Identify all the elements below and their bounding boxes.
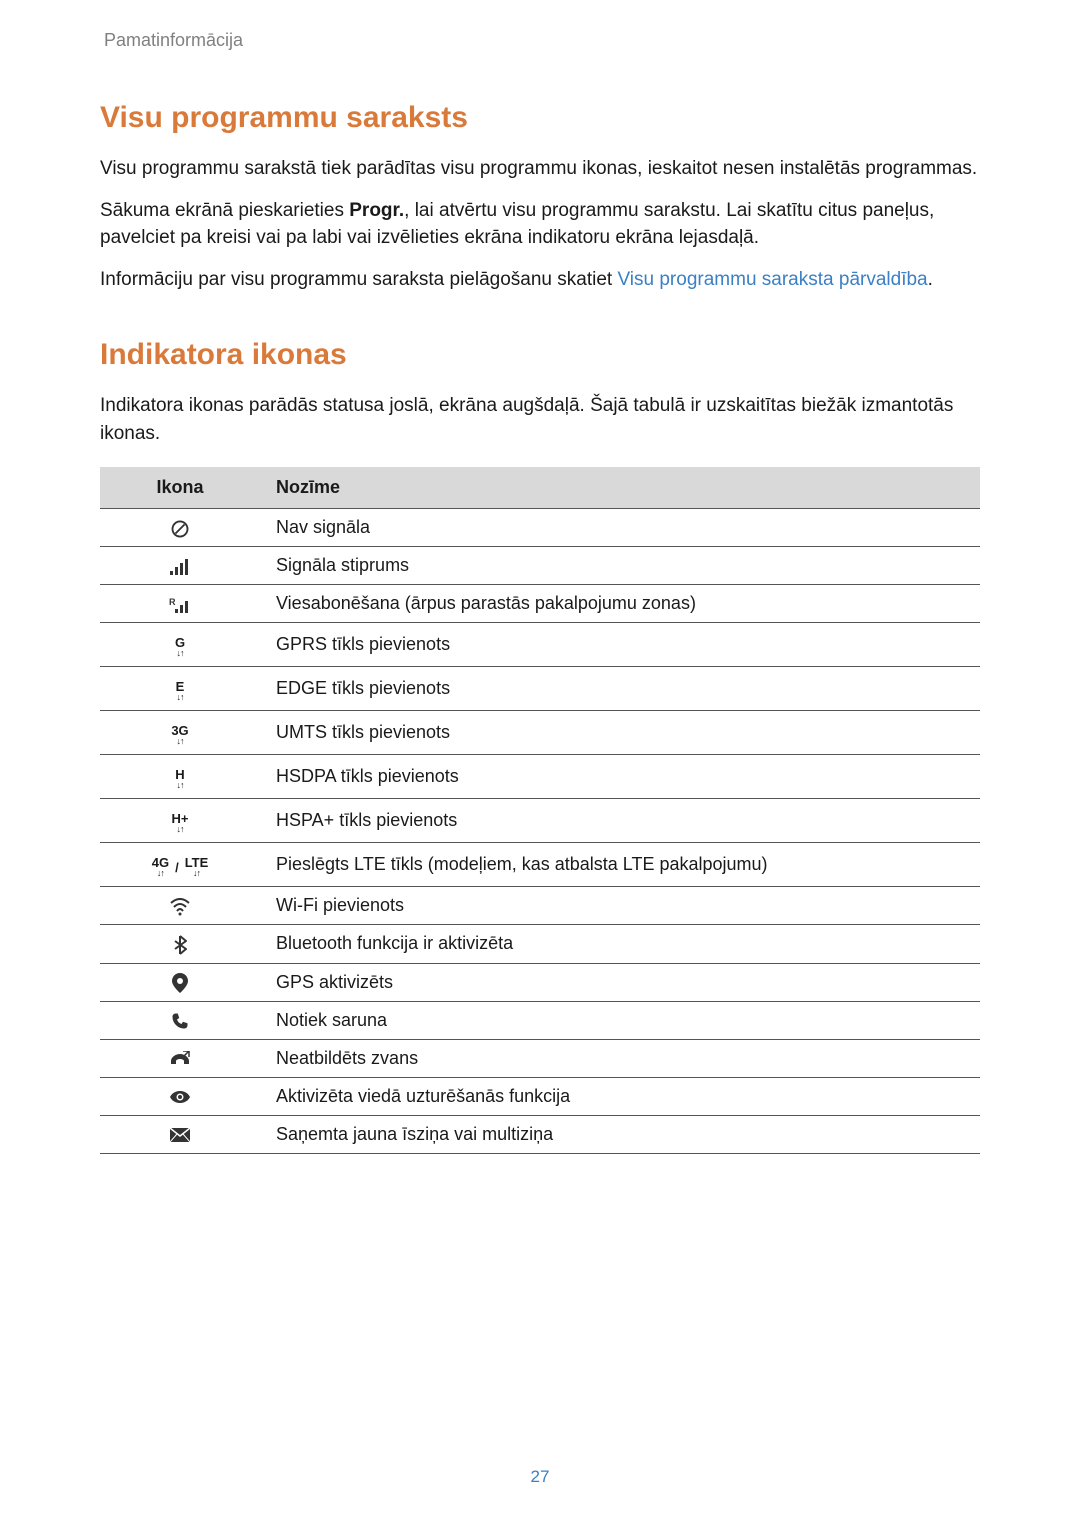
page-header-label: Pamatinformācija bbox=[100, 30, 980, 51]
page-number: 27 bbox=[0, 1467, 1080, 1487]
table-row: E↓↑ EDGE tīkls pievienots bbox=[100, 667, 980, 711]
section2-para1: Indikatora ikonas parādās statusa joslā,… bbox=[100, 392, 980, 447]
table-row: 4G↓↑ / LTE↓↑ Pieslēgts LTE tīkls (modeļi… bbox=[100, 843, 980, 887]
table-row: Neatbildēts zvans bbox=[100, 1039, 980, 1077]
meaning-cell: Notiek saruna bbox=[260, 1001, 980, 1039]
meaning-cell: Nav signāla bbox=[260, 509, 980, 547]
meaning-cell: Aktivizēta viedā uzturēšanās funkcija bbox=[260, 1077, 980, 1115]
meaning-cell: HSDPA tīkls pievienots bbox=[260, 755, 980, 799]
document-page: Pamatinformācija Visu programmu saraksts… bbox=[0, 0, 1080, 1154]
roaming-icon: R bbox=[100, 585, 260, 623]
table-row: Signāla stiprums bbox=[100, 547, 980, 585]
section1-para2: Sākuma ekrānā pieskarieties Progr., lai … bbox=[100, 197, 980, 252]
edge-icon: E↓↑ bbox=[100, 667, 260, 711]
table-row: Wi-Fi pievienots bbox=[100, 887, 980, 925]
lte-icon: 4G↓↑ / LTE↓↑ bbox=[100, 843, 260, 887]
section-title-indicators: Indikatora ikonas bbox=[100, 338, 980, 372]
table-row: Nav signāla bbox=[100, 509, 980, 547]
bluetooth-icon bbox=[100, 925, 260, 963]
para3-link[interactable]: Visu programmu saraksta pārvaldība bbox=[617, 269, 927, 290]
gps-icon bbox=[100, 963, 260, 1001]
meaning-cell: Wi-Fi pievienots bbox=[260, 887, 980, 925]
para2-bold: Progr. bbox=[349, 200, 404, 221]
col-header-icon: Ikona bbox=[100, 467, 260, 509]
meaning-cell: Bluetooth funkcija ir aktivizēta bbox=[260, 925, 980, 963]
section1-para1: Visu programmu sarakstā tiek parādītas v… bbox=[100, 155, 980, 183]
gprs-icon: G↓↑ bbox=[100, 623, 260, 667]
meaning-cell: Viesabonēšana (ārpus parastās pakalpojum… bbox=[260, 585, 980, 623]
table-row: 3G↓↑ UMTS tīkls pievienots bbox=[100, 711, 980, 755]
call-icon bbox=[100, 1001, 260, 1039]
table-header-row: Ikona Nozīme bbox=[100, 467, 980, 509]
signal-icon bbox=[100, 547, 260, 585]
meaning-cell: Signāla stiprums bbox=[260, 547, 980, 585]
meaning-cell: UMTS tīkls pievienots bbox=[260, 711, 980, 755]
table-row: Saņemta jauna īsziņa vai multiziņa bbox=[100, 1115, 980, 1153]
table-row: Aktivizēta viedā uzturēšanās funkcija bbox=[100, 1077, 980, 1115]
missed-call-icon bbox=[100, 1039, 260, 1077]
umts-icon: 3G↓↑ bbox=[100, 711, 260, 755]
meaning-cell: GPS aktivizēts bbox=[260, 963, 980, 1001]
table-row: H+↓↑ HSPA+ tīkls pievienots bbox=[100, 799, 980, 843]
table-body: Nav signāla Signāla stiprums R Viesabonē… bbox=[100, 509, 980, 1154]
table-row: G↓↑ GPRS tīkls pievienots bbox=[100, 623, 980, 667]
para2-pre: Sākuma ekrānā pieskarieties bbox=[100, 200, 349, 221]
message-icon bbox=[100, 1115, 260, 1153]
table-row: Notiek saruna bbox=[100, 1001, 980, 1039]
hspa-plus-icon: H+↓↑ bbox=[100, 799, 260, 843]
table-row: R Viesabonēšana (ārpus parastās pakalpoj… bbox=[100, 585, 980, 623]
meaning-cell: Pieslēgts LTE tīkls (modeļiem, kas atbal… bbox=[260, 843, 980, 887]
table-row: H↓↑ HSDPA tīkls pievienots bbox=[100, 755, 980, 799]
para3-post: . bbox=[928, 269, 933, 290]
hsdpa-icon: H↓↑ bbox=[100, 755, 260, 799]
meaning-cell: Neatbildēts zvans bbox=[260, 1039, 980, 1077]
table-row: GPS aktivizēts bbox=[100, 963, 980, 1001]
meaning-cell: GPRS tīkls pievienots bbox=[260, 623, 980, 667]
para3-pre: Informāciju par visu programmu saraksta … bbox=[100, 269, 617, 290]
meaning-cell: HSPA+ tīkls pievienots bbox=[260, 799, 980, 843]
meaning-cell: EDGE tīkls pievienots bbox=[260, 667, 980, 711]
svg-text:R: R bbox=[169, 597, 176, 607]
smart-stay-icon bbox=[100, 1077, 260, 1115]
table-row: Bluetooth funkcija ir aktivizēta bbox=[100, 925, 980, 963]
wifi-icon bbox=[100, 887, 260, 925]
section-title-apps: Visu programmu saraksts bbox=[100, 101, 980, 135]
indicator-icons-table: Ikona Nozīme Nav signāla Signāla stiprum… bbox=[100, 467, 980, 1154]
no-signal-icon bbox=[100, 509, 260, 547]
meaning-cell: Saņemta jauna īsziņa vai multiziņa bbox=[260, 1115, 980, 1153]
col-header-meaning: Nozīme bbox=[260, 467, 980, 509]
section1-para3: Informāciju par visu programmu saraksta … bbox=[100, 266, 980, 294]
